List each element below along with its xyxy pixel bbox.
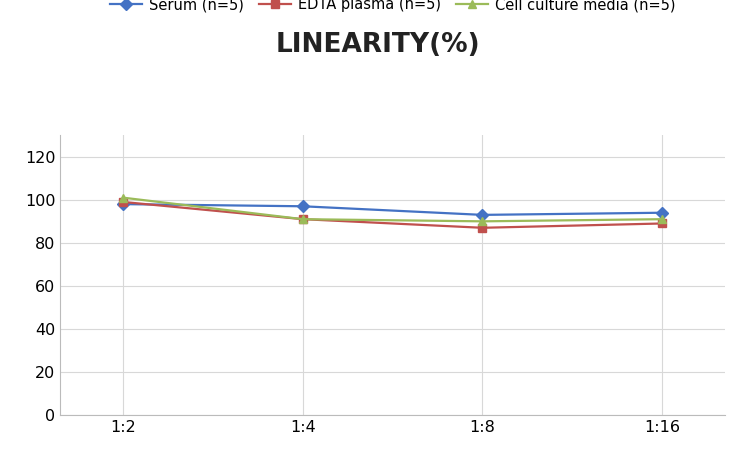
Serum (n=5) bbox=[119, 202, 128, 207]
EDTA plasma (n=5) bbox=[658, 221, 667, 226]
EDTA plasma (n=5) bbox=[119, 199, 128, 205]
EDTA plasma (n=5) bbox=[298, 216, 307, 222]
Legend: Serum (n=5), EDTA plasma (n=5), Cell culture media (n=5): Serum (n=5), EDTA plasma (n=5), Cell cul… bbox=[109, 0, 676, 12]
Cell culture media (n=5) bbox=[478, 219, 487, 224]
Line: Serum (n=5): Serum (n=5) bbox=[119, 200, 666, 219]
Cell culture media (n=5) bbox=[119, 195, 128, 200]
EDTA plasma (n=5) bbox=[478, 225, 487, 230]
Cell culture media (n=5) bbox=[658, 216, 667, 222]
Serum (n=5) bbox=[298, 203, 307, 209]
Line: Cell culture media (n=5): Cell culture media (n=5) bbox=[119, 193, 666, 226]
Text: LINEARITY(%): LINEARITY(%) bbox=[275, 32, 480, 58]
Line: EDTA plasma (n=5): EDTA plasma (n=5) bbox=[119, 198, 666, 232]
Cell culture media (n=5) bbox=[298, 216, 307, 222]
Serum (n=5) bbox=[478, 212, 487, 217]
Serum (n=5) bbox=[658, 210, 667, 216]
